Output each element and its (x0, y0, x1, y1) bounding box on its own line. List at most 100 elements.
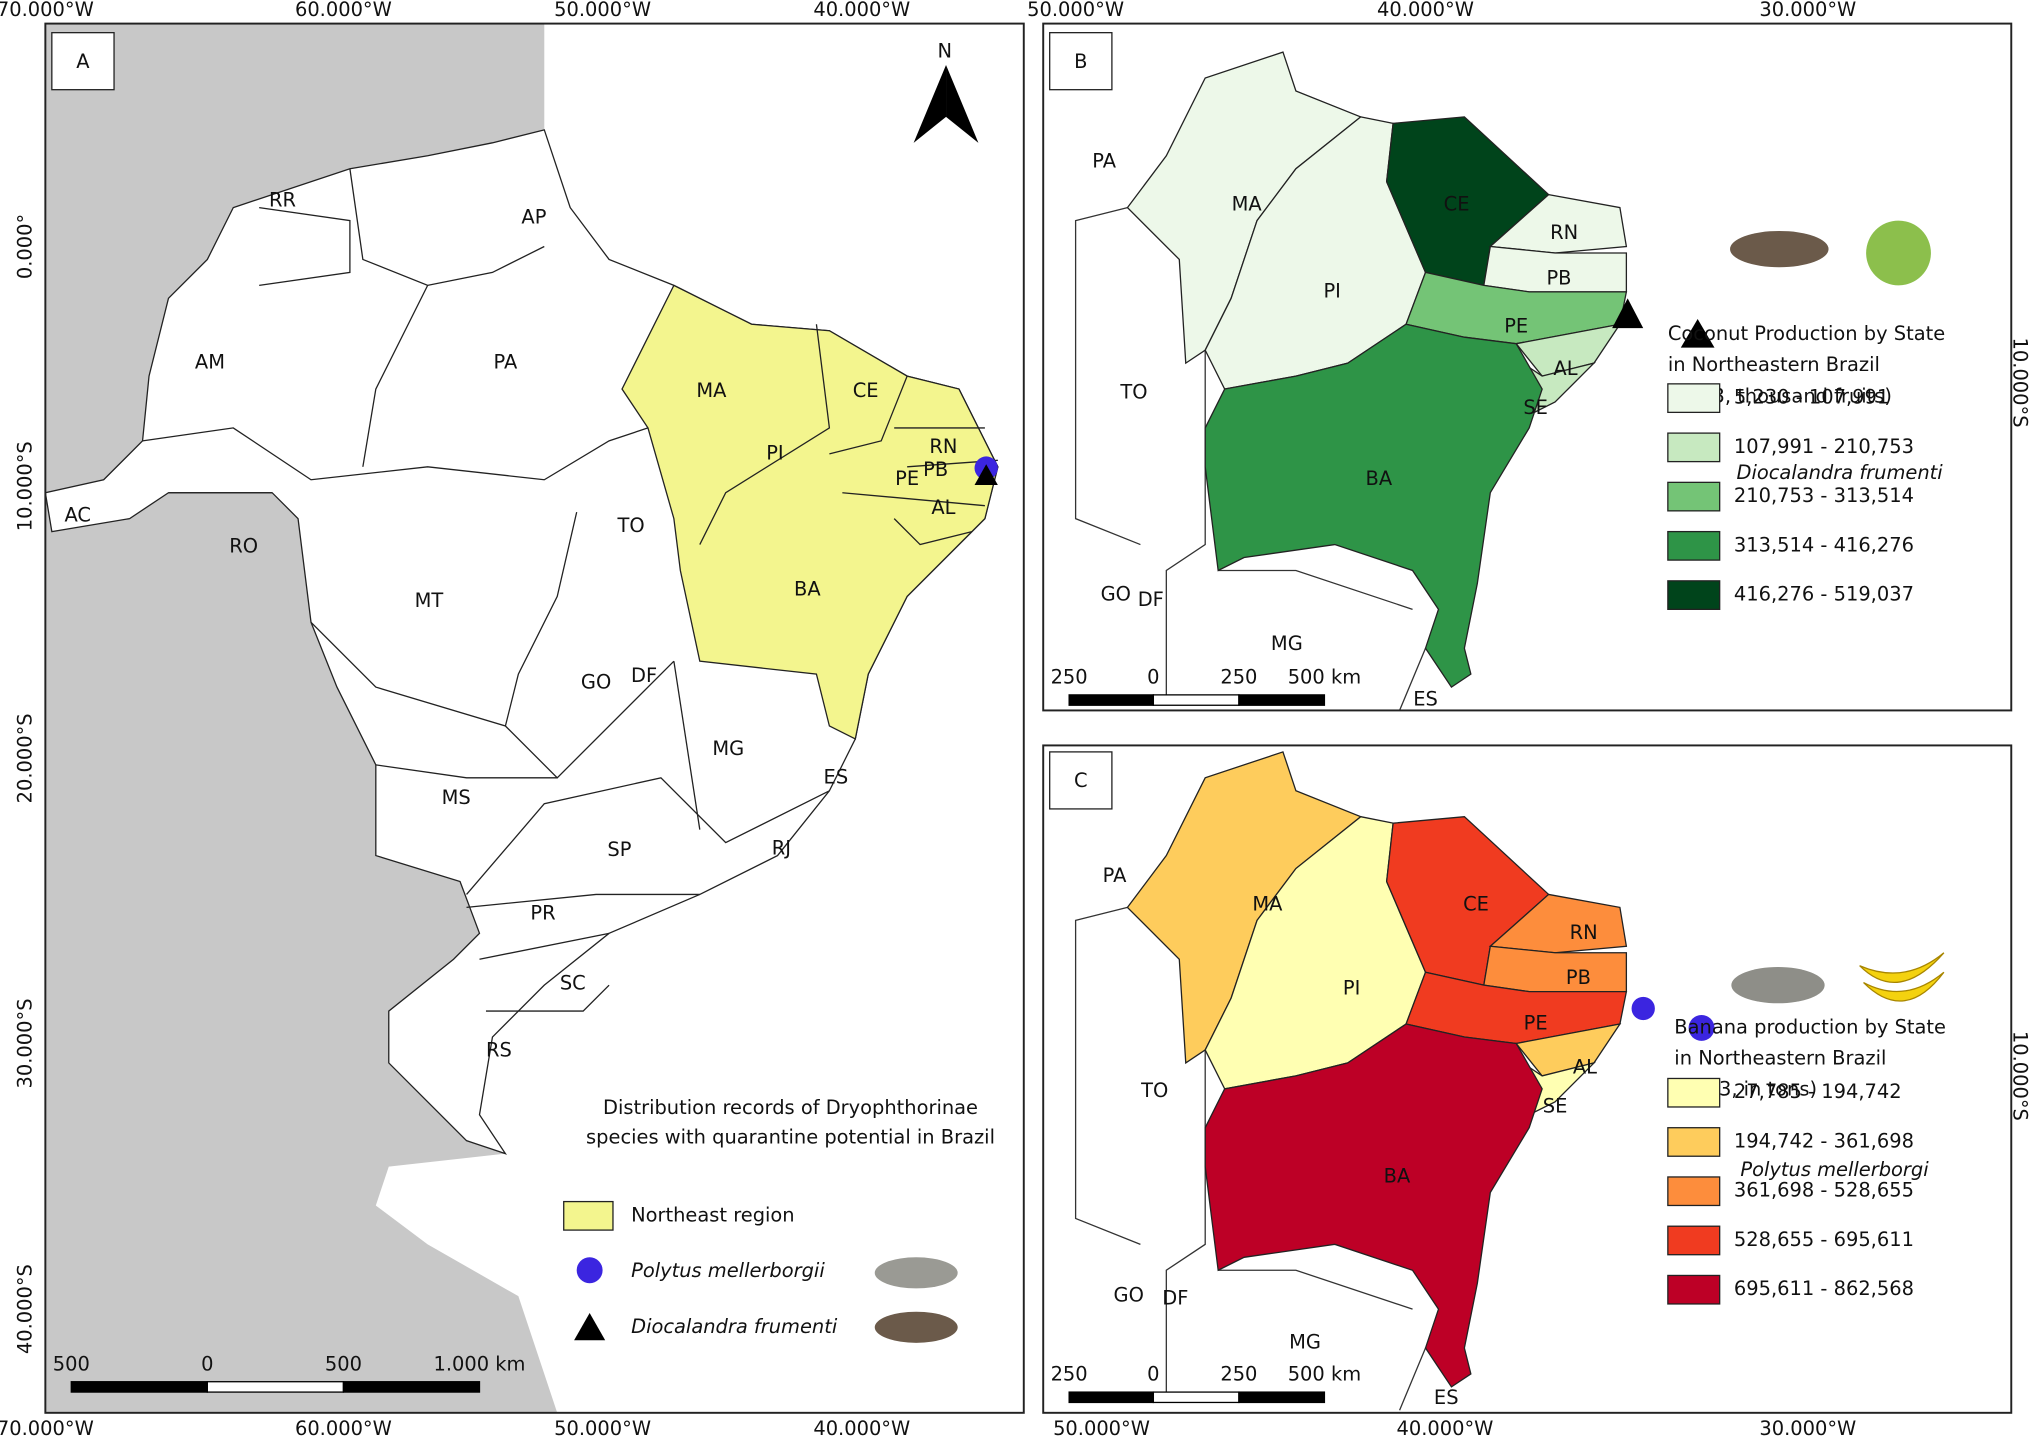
label: MA (696, 379, 727, 402)
label: 40.000°W (1377, 0, 1474, 21)
label: TO (1140, 1079, 1168, 1102)
state (1488, 893, 1628, 954)
label: DF (1138, 588, 1164, 611)
label: AL (931, 496, 955, 519)
label: SE (1543, 1094, 1568, 1117)
label: PA (1103, 864, 1127, 887)
label: 500 km (1288, 1363, 1361, 1386)
label: SC (560, 971, 586, 994)
label: PI (1343, 977, 1360, 1000)
label: 1.000 km (434, 1352, 526, 1375)
label: 107,991 - 210,753 (1734, 435, 1914, 458)
label: Diocalandra frumenti (631, 1315, 838, 1338)
label: 5,230 - 107,991 (1734, 386, 1889, 409)
label: ES (1413, 688, 1438, 711)
frame-b (1042, 22, 2013, 712)
label: Diocalandra frumenti (1737, 461, 1944, 484)
label: 50.000°W (1027, 0, 1124, 21)
label: 40.000°W (1397, 1417, 1494, 1439)
label: 27,785 - 194,742 (1734, 1080, 1902, 1103)
label: RS (486, 1039, 512, 1062)
state-border (1218, 1269, 1413, 1310)
legend-swatch (1667, 1127, 1721, 1157)
label: GO (1114, 1284, 1144, 1307)
label: 10.000°S (2009, 1031, 2032, 1121)
label: MG (712, 737, 744, 760)
label: 500 (53, 1352, 90, 1375)
label: MT (415, 589, 444, 612)
map-b (1074, 51, 1628, 711)
label: AL (1553, 357, 1577, 380)
label: Polytus mellerborgi (1740, 1158, 1929, 1181)
label: ES (824, 765, 849, 788)
label: CE (1444, 193, 1470, 216)
legend-swatch (1667, 481, 1721, 512)
label: AL (1573, 1056, 1597, 1079)
label: SP (607, 838, 631, 861)
label: 50.000°W (1053, 1417, 1150, 1439)
label: 416,276 - 519,037 (1734, 583, 1914, 606)
label: A (76, 50, 90, 73)
label: AC (64, 504, 91, 527)
label: 10.000°S (2009, 338, 2032, 428)
label: 250 (1220, 1363, 1257, 1386)
state-border (1398, 647, 1427, 711)
legend-symbol (1680, 319, 1715, 348)
legend-swatch (1667, 580, 1721, 610)
label: Banana production by State (1674, 1015, 1946, 1038)
label: Distribution records of Dryophthorinae (603, 1096, 978, 1119)
label: 40.000°S (13, 1264, 36, 1354)
label: 250 (1051, 666, 1088, 689)
label: PA (494, 351, 518, 374)
label: Northeast region (631, 1203, 795, 1226)
label: BA (1366, 467, 1393, 490)
north-arrow (946, 65, 979, 143)
label: TO (1119, 380, 1147, 403)
north-arrow (913, 65, 947, 143)
legend-symbol (574, 1313, 606, 1341)
label: TO (617, 514, 645, 537)
label: BA (794, 577, 821, 600)
legend-swatch (563, 1200, 614, 1231)
panel-label-box (1049, 751, 1113, 810)
label: 0.000° (13, 214, 36, 279)
label: PB (1566, 966, 1591, 989)
label: 60.000°W (295, 1417, 392, 1439)
label: MS (442, 786, 471, 809)
label: 50.000°W (554, 1417, 651, 1439)
label: ES (1434, 1386, 1459, 1409)
label: PE (1524, 1012, 1548, 1035)
label: MG (1289, 1330, 1321, 1353)
label: RN (1550, 221, 1578, 244)
label: GO (581, 671, 611, 694)
label: BA (1384, 1164, 1411, 1187)
scale-bar (342, 1381, 481, 1393)
state-border (1074, 206, 1141, 546)
record-point (1612, 298, 1644, 329)
label: 30.000°W (1759, 0, 1856, 21)
label: 0 (1147, 666, 1159, 689)
state (1488, 193, 1628, 254)
label: C (1074, 769, 1088, 792)
state (1204, 1023, 1543, 1388)
label: MG (1271, 632, 1303, 655)
label: DF (631, 664, 657, 687)
label: 60.000°W (295, 0, 392, 21)
label: 210,753 - 313,514 (1734, 484, 1914, 507)
label: SE (1523, 396, 1548, 419)
label: in Northeastern Brazil (1674, 1047, 1886, 1070)
weevil-icon (874, 230, 1829, 1343)
label: in Northeastern Brazil (1668, 353, 1880, 376)
label: 194,742 - 361,698 (1734, 1129, 1914, 1152)
label: 313,514 - 416,276 (1734, 533, 1914, 556)
label: RR (269, 189, 296, 212)
label: 70.000°W (0, 1417, 94, 1439)
label: 10.000°S (13, 441, 36, 531)
label: 0 (201, 1352, 213, 1375)
state (1204, 323, 1543, 689)
label: 528,655 - 695,611 (1734, 1228, 1914, 1251)
label: 40.000°W (813, 0, 910, 21)
label: 20.000°S (13, 713, 36, 803)
label: 500 (325, 1352, 362, 1375)
